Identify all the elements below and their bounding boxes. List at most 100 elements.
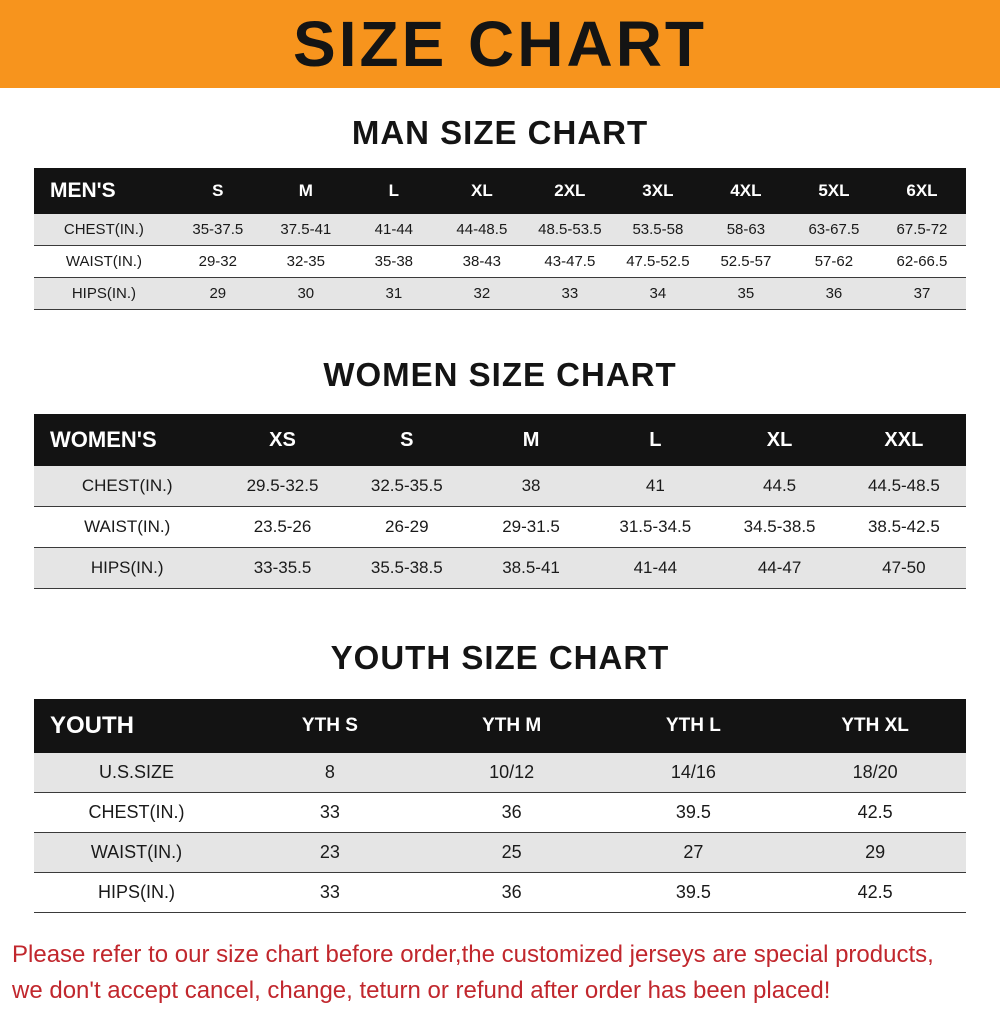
size-value-cell: 37 [913, 285, 931, 302]
table-title-cell: YOUTH [34, 699, 240, 753]
size-value-cell: 48.5-53.5 [538, 221, 602, 238]
size-column-header: XXL [841, 414, 966, 466]
youth-size-section: YOUTH SIZE CHART YOUTH YTH S YTH M YTH L YTH… [0, 639, 1000, 913]
size-value-cell: 8 [324, 762, 335, 782]
size-value-cell: 47.5-52.5 [626, 253, 690, 270]
measurement-row-label: CHEST(IN.) [88, 802, 185, 822]
size-column-header: XL [437, 168, 526, 214]
size-value-cell: 27 [683, 842, 704, 862]
size-value-cell: 41 [645, 476, 665, 495]
size-value-cell: 35 [737, 285, 755, 302]
table-header-row: WOMEN'S XS S M L XL XXL [34, 414, 966, 466]
size-value-cell: 43-47.5 [544, 253, 596, 270]
size-column-header: XS [220, 414, 345, 466]
size-column-header: M [261, 168, 350, 214]
size-value-cell: 32.5-35.5 [370, 476, 443, 495]
size-value-cell: 42.5 [857, 802, 893, 822]
measurement-row: HIPS(IN.) 33-35.5 35.5-38.5 38.5-41 41-44 44-… [34, 547, 966, 589]
size-value-cell: 67.5-72 [896, 221, 948, 238]
size-value-cell: 18/20 [852, 762, 898, 782]
size-column-header: 3XL [613, 168, 702, 214]
size-value-cell: 29-32 [198, 253, 237, 270]
order-policy-line-2: we don't accept cancel, change, teturn o… [12, 977, 831, 1004]
size-column-header: 2XL [525, 168, 614, 214]
size-column-header: 5XL [789, 168, 878, 214]
size-value-cell: 26-29 [385, 517, 429, 536]
size-value-cell: 30 [297, 285, 315, 302]
size-value-cell: 39.5 [675, 882, 711, 902]
size-value-cell: 32 [473, 285, 491, 302]
men-size-table: MEN'S S M L XL 2XL 3XL 4XL 5XL 6XL CHEST(IN.) 35-37… [34, 168, 966, 310]
measurement-row: WAIST(IN.) 29-32 32-35 35-38 38-43 43-47.5 47.… [34, 245, 966, 278]
size-value-cell: 38.5-41 [502, 558, 560, 577]
banner-title: SIZE CHART [293, 8, 707, 80]
size-value-cell: 53.5-58 [632, 221, 684, 238]
size-value-cell: 35-37.5 [192, 221, 244, 238]
size-value-cell: 23.5-26 [253, 517, 312, 536]
size-column-header: S [344, 414, 469, 466]
table-title-cell: WOMEN'S [34, 414, 221, 466]
size-value-cell: 38.5-42.5 [867, 517, 940, 536]
measurement-row-label: HIPS(IN.) [90, 558, 164, 577]
size-value-cell: 29 [209, 285, 227, 302]
men-section-heading: MAN SIZE CHART [351, 114, 649, 151]
size-value-cell: 35.5-38.5 [370, 558, 443, 577]
size-value-cell: 39.5 [675, 802, 711, 822]
size-value-cell: 58-63 [726, 221, 766, 238]
size-column-header: YTH S [239, 699, 421, 753]
size-value-cell: 33 [319, 882, 340, 902]
size-value-cell: 35-38 [374, 253, 414, 270]
women-section-heading: WOMEN SIZE CHART [323, 356, 677, 393]
size-value-cell: 29 [865, 842, 886, 862]
size-value-cell: 52.5-57 [720, 253, 772, 270]
size-value-cell: 14/16 [670, 762, 716, 782]
size-value-cell: 10/12 [489, 762, 535, 782]
measurement-row: CHEST(IN.) 35-37.5 37.5-41 41-44 44-48.5 48.5… [34, 214, 966, 246]
size-value-cell: 57-62 [814, 253, 854, 270]
size-value-cell: 41-44 [374, 221, 414, 238]
size-column-header: YTH L [602, 699, 785, 753]
size-column-header: YTH XL [784, 699, 966, 753]
measurement-row: HIPS(IN.) 33 36 39.5 42.5 [34, 872, 966, 913]
measurement-row-label: HIPS(IN.) [71, 285, 136, 302]
size-value-cell: 37.5-41 [280, 221, 332, 238]
women-size-section: WOMEN SIZE CHART WOMEN'S XS S M L XL XXL CHEST(… [0, 356, 1000, 589]
size-value-cell: 29.5-32.5 [246, 476, 319, 495]
measurement-row: HIPS(IN.) 29 30 31 32 33 34 35 36 37 [34, 277, 966, 310]
size-column-header: L [349, 168, 438, 214]
order-policy-note: Please refer to our size chart before or… [12, 937, 988, 1009]
size-value-cell: 34 [649, 285, 667, 302]
size-value-cell: 44.5-48.5 [867, 476, 940, 495]
size-value-cell: 38-43 [462, 253, 502, 270]
size-value-cell: 32-35 [286, 253, 325, 270]
youth-section-heading: YOUTH SIZE CHART [330, 639, 670, 676]
size-value-cell: 34.5-38.5 [743, 517, 816, 536]
table-header-row: MEN'S S M L XL 2XL 3XL 4XL 5XL 6XL [34, 168, 966, 214]
size-value-cell: 44-47 [757, 558, 802, 577]
size-column-header: S [173, 168, 262, 214]
size-column-header: XL [717, 414, 842, 466]
measurement-row: CHEST(IN.) 29.5-32.5 32.5-35.5 38 41 44.5 44.5… [34, 466, 966, 507]
measurement-row-label: U.S.SIZE [99, 762, 175, 782]
size-value-cell: 62-66.5 [896, 253, 948, 270]
measurement-row: WAIST(IN.) 23.5-26 26-29 29-31.5 31.5-34.5 34… [34, 506, 966, 548]
measurement-row-label: WAIST(IN.) [65, 253, 142, 270]
order-policy-line-1: Please refer to our size chart before or… [12, 941, 934, 968]
size-value-cell: 36 [501, 882, 522, 902]
measurement-row-label: WAIST(IN.) [84, 517, 171, 536]
measurement-row-label: HIPS(IN.) [98, 882, 176, 902]
size-value-cell: 31 [385, 285, 403, 302]
men-size-section: MAN SIZE CHART MEN'S S M L XL 2XL 3XL 4XL 5XL 6XL… [0, 114, 1000, 310]
size-value-cell: 29-31.5 [502, 517, 560, 536]
size-column-header: M [468, 414, 594, 466]
size-column-header: 6XL [877, 168, 966, 214]
size-value-cell: 33 [319, 802, 340, 822]
size-value-cell: 33 [561, 285, 579, 302]
size-value-cell: 63-67.5 [808, 221, 860, 238]
size-value-cell: 44.5 [763, 476, 797, 495]
measurement-row-label: WAIST(IN.) [90, 842, 183, 862]
size-value-cell: 33-35.5 [253, 558, 312, 577]
table-title-cell: MEN'S [34, 168, 174, 214]
measurement-row-label: CHEST(IN.) [63, 221, 144, 238]
size-value-cell: 36 [825, 285, 843, 302]
